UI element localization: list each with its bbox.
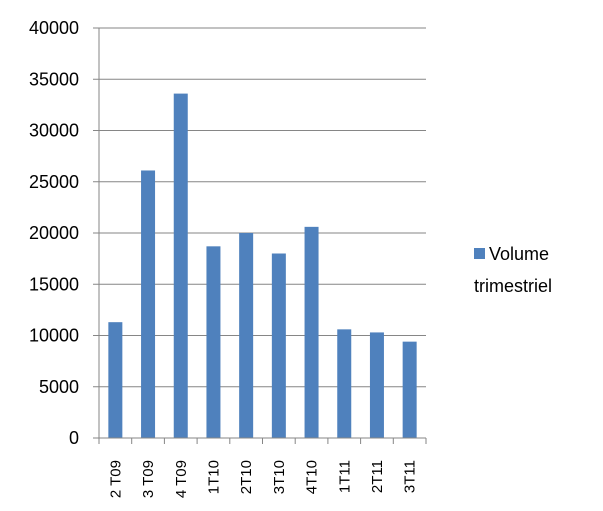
bar [402, 341, 417, 438]
x-tick-label: 3 T09 [140, 460, 157, 498]
y-tick-label: 0 [69, 428, 79, 448]
x-tick-label: 1T10 [205, 460, 222, 494]
y-tick-label: 30000 [29, 121, 79, 141]
legend-label-line-1: Volume [489, 244, 549, 264]
x-tick-label: 4 T09 [173, 460, 190, 498]
x-tick-label: 4T10 [304, 460, 321, 494]
x-tick-label: 2T10 [238, 460, 255, 494]
y-tick-label: 20000 [29, 223, 79, 243]
bar [206, 246, 221, 438]
y-tick-label: 10000 [29, 326, 79, 346]
y-tick-label: 5000 [39, 377, 79, 397]
y-tick-label: 25000 [29, 172, 79, 192]
bar [304, 226, 319, 438]
bar [141, 170, 156, 438]
x-tick-label: 3T10 [271, 460, 288, 494]
x-tick-label: 2 T09 [107, 460, 124, 498]
bar [108, 322, 123, 438]
bar [369, 332, 384, 438]
x-tick-label: 1T11 [336, 460, 353, 493]
y-tick-label: 35000 [29, 69, 79, 89]
y-tick-label: 40000 [29, 18, 79, 38]
legend-label-line-2: trimestriel [474, 276, 552, 296]
bar [173, 93, 188, 438]
y-tick-label: 15000 [29, 274, 79, 294]
x-tick-labels: 2 T09 3 T09 4 T09 1T10 2T10 3T10 4T10 1T11 2T11 3… [107, 460, 418, 498]
bars [108, 93, 417, 438]
bar [271, 253, 286, 438]
bar [239, 233, 254, 438]
bar [337, 329, 352, 438]
legend: Volume trimestriel [474, 244, 552, 296]
x-tick-label: 3T11 [402, 460, 419, 493]
x-tick-label: 2T11 [369, 460, 386, 493]
legend-swatch [474, 248, 485, 259]
axes [93, 27, 427, 444]
y-tick-labels: 0 5000 10000 15000 20000 25000 30000 35000 40000 [29, 18, 79, 448]
